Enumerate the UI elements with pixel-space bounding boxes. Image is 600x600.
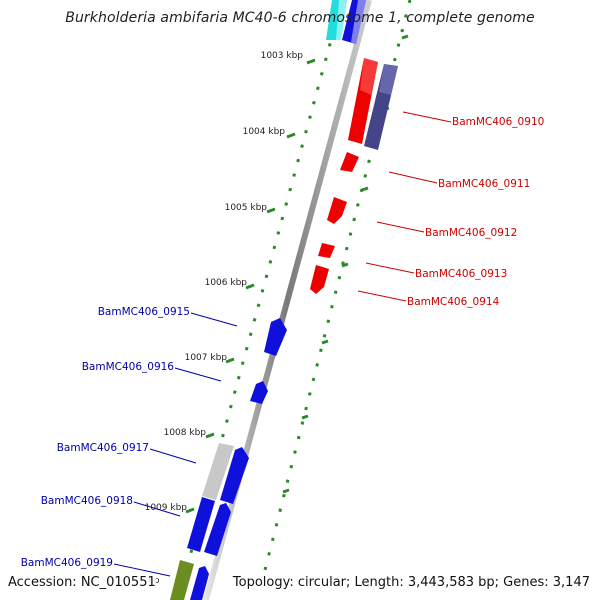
olive-gene[interactable]: [170, 560, 194, 600]
tick-mark: [266, 207, 276, 214]
forward-gene-0914[interactable]: [310, 265, 329, 294]
reverse-gene-label-0918[interactable]: BamMC406_0918: [41, 495, 133, 507]
leader-line-0911: [388, 171, 438, 184]
forward-gene-label-0910[interactable]: BamMC406_0910: [452, 116, 544, 128]
reverse-gene-0919[interactable]: [190, 566, 209, 600]
tick-mark: [286, 132, 296, 139]
reverse-gene-0918-a[interactable]: [187, 497, 215, 552]
tick-label-1003: 1003 kbp: [261, 51, 304, 61]
tick-mark: [185, 507, 195, 514]
tick-mark: [205, 432, 215, 439]
forward-gene-label-0911[interactable]: BamMC406_0911: [438, 178, 530, 190]
tick-label-1004: 1004 kbp: [243, 127, 286, 137]
reverse-gene-0918-b[interactable]: [204, 503, 231, 556]
tick-mark: [245, 283, 255, 290]
tick-mark: [341, 262, 349, 268]
tick-mark: [282, 488, 290, 494]
forward-gene-label-0914[interactable]: BamMC406_0914: [407, 296, 500, 308]
rna-gene-0910-neighbor[interactable]: [364, 64, 398, 150]
reverse-gene-label-0916[interactable]: BamMC406_0916: [82, 361, 175, 373]
gene-top-blue[interactable]: [342, 0, 366, 44]
map-title: Burkholderia ambifaria MC40-6 chromosome…: [65, 10, 535, 26]
tick-mark: [321, 339, 329, 345]
leader-line-0912: [376, 221, 425, 233]
forward-gene-label-0912[interactable]: BamMC406_0912: [425, 227, 517, 239]
reverse-gene-label-0915[interactable]: BamMC406_0915: [98, 306, 190, 318]
reverse-gene-0917[interactable]: [220, 447, 249, 504]
leader-line-0916: [174, 367, 222, 382]
tick-mark: [301, 414, 309, 420]
reverse-gene-0916[interactable]: [250, 381, 268, 404]
reverse-gene-0915[interactable]: [264, 318, 287, 356]
tick-label-1006: 1006 kbp: [205, 278, 248, 288]
scale-tick-marks: [185, 34, 409, 514]
leader-line-0913: [365, 262, 415, 274]
topology-summary: Topology: circular; Length: 3,443,583 bp…: [232, 575, 590, 590]
tick-label-1005: 1005 kbp: [225, 203, 268, 213]
tick-label-1007: 1007 kbp: [185, 353, 228, 363]
leader-line-0915: [190, 312, 238, 327]
tick-mark: [225, 357, 235, 364]
leader-line-0910: [402, 111, 452, 123]
reverse-gene-label-0919[interactable]: BamMC406_0919: [21, 557, 113, 569]
tick-label-1008: 1008 kbp: [164, 428, 207, 438]
leader-line-0914: [357, 290, 407, 302]
accession-label: Accession: NC_010551: [8, 575, 156, 590]
leader-line-0918: [133, 501, 181, 517]
forward-gene-0911[interactable]: [340, 152, 359, 172]
reverse-gene-label-0917[interactable]: BamMC406_0917: [57, 442, 149, 454]
tick-mark: [361, 186, 369, 192]
forward-gene-0910[interactable]: [348, 58, 378, 144]
forward-gene-0913[interactable]: [318, 243, 335, 258]
forward-gene-0912[interactable]: [327, 197, 347, 224]
leader-line-0917: [149, 448, 197, 464]
pseudo-gene-gray[interactable]: [202, 443, 234, 500]
gene-top-cyan[interactable]: [326, 0, 347, 40]
tick-mark: [306, 58, 316, 65]
tick-mark: [401, 34, 409, 40]
tick-label-1009: 1009 kbp: [145, 503, 188, 513]
leader-line-0919: [113, 563, 171, 577]
forward-gene-label-0913[interactable]: BamMC406_0913: [415, 268, 507, 280]
chromosome-backbone: [203, 0, 372, 600]
